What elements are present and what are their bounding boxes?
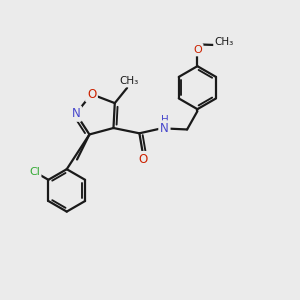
Text: H: H [160,115,168,125]
Text: N: N [160,122,169,135]
Text: CH₃: CH₃ [214,37,233,47]
Text: O: O [87,88,96,101]
Text: Cl: Cl [29,167,40,177]
Text: CH₃: CH₃ [119,76,138,86]
Text: N: N [71,107,80,120]
Text: O: O [193,45,202,55]
Text: O: O [138,153,148,166]
